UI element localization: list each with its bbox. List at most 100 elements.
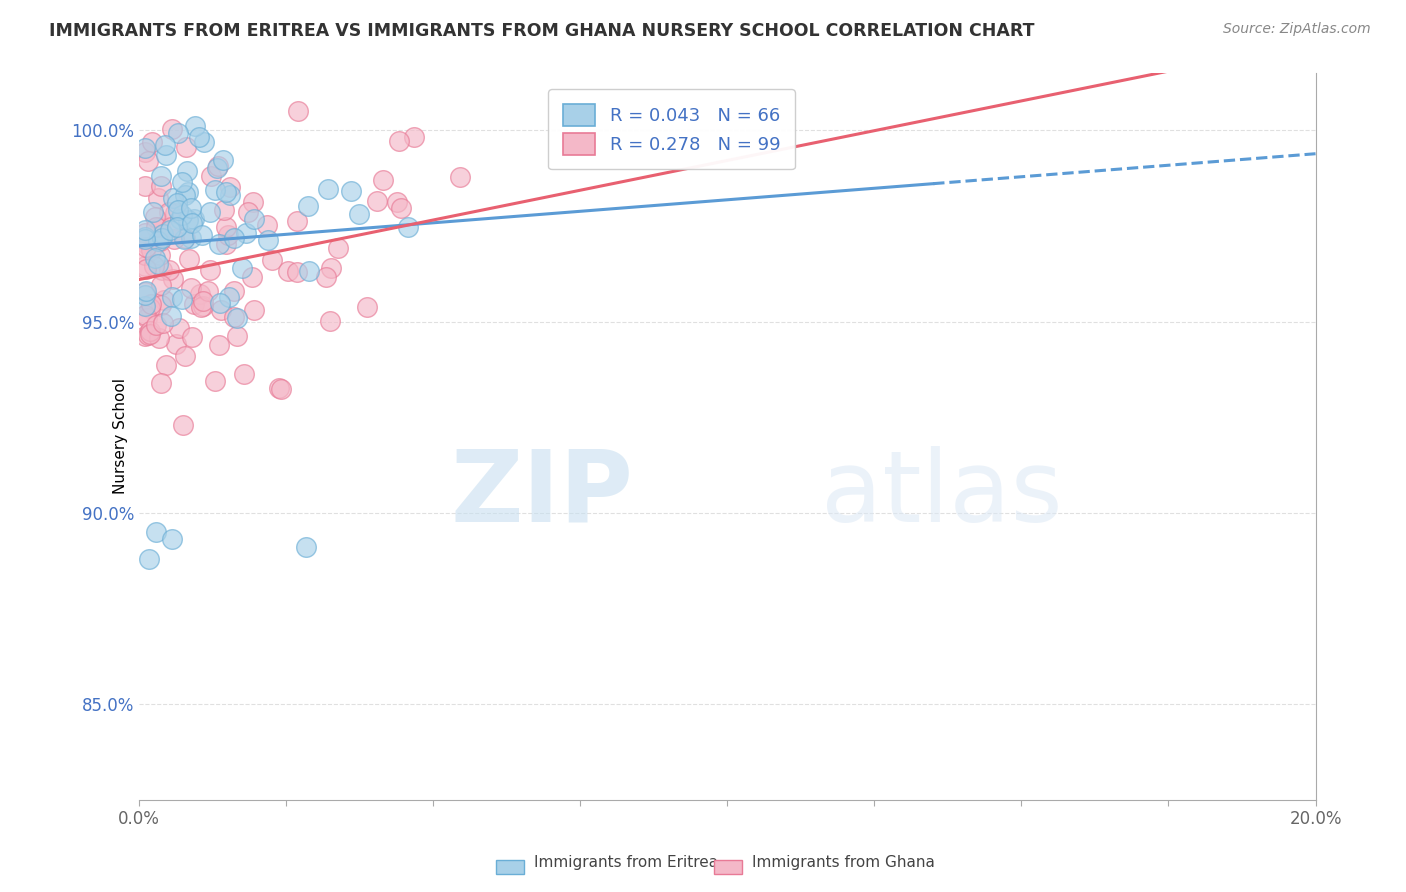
Point — [315, 269, 337, 284]
Point — [160, 310, 183, 324]
Point — [172, 292, 194, 306]
Point — [135, 240, 157, 254]
Point — [134, 145, 156, 159]
Point — [191, 293, 214, 308]
Point — [191, 228, 214, 243]
Point — [138, 327, 160, 342]
Point — [209, 296, 232, 310]
Point — [217, 227, 239, 242]
Point — [139, 301, 162, 315]
Point — [163, 232, 186, 246]
Point — [277, 264, 299, 278]
Point — [150, 231, 173, 245]
Point — [134, 236, 156, 251]
Point — [165, 336, 187, 351]
Text: Immigrants from Eritrea: Immigrants from Eritrea — [534, 855, 718, 870]
Point — [198, 262, 221, 277]
Point — [134, 285, 156, 300]
Point — [149, 220, 172, 235]
Point — [224, 284, 246, 298]
Point — [134, 232, 156, 246]
Point — [449, 169, 471, 184]
Point — [297, 199, 319, 213]
Point — [212, 202, 235, 217]
Point — [134, 299, 156, 313]
Point — [197, 285, 219, 299]
Point — [134, 329, 156, 343]
Point — [160, 220, 183, 235]
Point — [270, 383, 292, 397]
Point — [238, 204, 260, 219]
Text: ZIP: ZIP — [450, 446, 633, 543]
Point — [339, 185, 361, 199]
Point — [215, 237, 238, 252]
Point — [347, 207, 370, 221]
Point — [134, 226, 156, 240]
Point — [233, 367, 256, 381]
Point — [184, 119, 207, 133]
Point — [139, 324, 162, 338]
Point — [207, 159, 229, 173]
Point — [190, 300, 212, 314]
Point — [188, 130, 211, 145]
Point — [150, 263, 173, 277]
Point — [134, 259, 156, 273]
Point — [135, 284, 157, 298]
Point — [166, 126, 188, 140]
Point — [146, 257, 169, 271]
Point — [219, 180, 242, 194]
Point — [205, 161, 228, 175]
Point — [157, 263, 180, 277]
Point — [145, 220, 167, 235]
Point — [134, 140, 156, 154]
Point — [176, 163, 198, 178]
Point — [287, 264, 309, 278]
Point — [160, 533, 183, 547]
Point — [142, 204, 165, 219]
Point — [177, 212, 200, 227]
Point — [174, 140, 197, 154]
Point — [215, 185, 238, 199]
Point — [173, 232, 195, 246]
Legend: R = 0.043   N = 66, R = 0.278   N = 99: R = 0.043 N = 66, R = 0.278 N = 99 — [548, 89, 794, 169]
Text: Immigrants from Ghana: Immigrants from Ghana — [752, 855, 935, 870]
Point — [256, 218, 278, 232]
Point — [226, 329, 249, 343]
Point — [166, 196, 188, 211]
Point — [224, 230, 246, 244]
Point — [209, 303, 232, 318]
Point — [149, 297, 172, 311]
Point — [160, 122, 183, 136]
Point — [243, 302, 266, 317]
Point — [170, 175, 193, 189]
Point — [143, 251, 166, 265]
Point — [269, 381, 291, 395]
Point — [193, 135, 215, 149]
Point — [134, 223, 156, 237]
Point — [188, 287, 211, 301]
Point — [152, 227, 174, 241]
Point — [285, 213, 308, 227]
Point — [180, 217, 202, 231]
Point — [295, 540, 318, 554]
Point — [224, 310, 246, 325]
Point — [177, 185, 200, 199]
Point — [328, 242, 350, 256]
Point — [145, 524, 167, 539]
Point — [134, 178, 156, 193]
Point — [356, 300, 378, 314]
Y-axis label: Nursery School: Nursery School — [112, 378, 128, 494]
Point — [167, 202, 190, 217]
Point — [180, 201, 202, 215]
Point — [134, 288, 156, 302]
Point — [204, 374, 226, 388]
Point — [235, 227, 257, 241]
Point — [139, 297, 162, 311]
Point — [149, 376, 172, 391]
Point — [385, 194, 408, 209]
Point — [163, 206, 186, 220]
Point — [150, 169, 173, 184]
Point — [150, 277, 173, 292]
Point — [316, 182, 339, 196]
Point — [142, 259, 165, 273]
